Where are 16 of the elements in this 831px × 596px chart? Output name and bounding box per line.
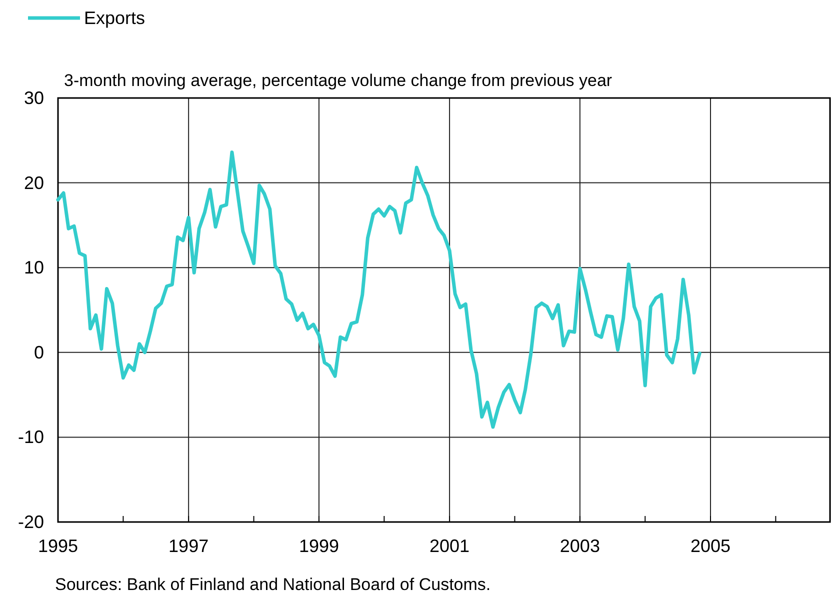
source-note: Sources: Bank of Finland and National Board of Customs. [55, 575, 491, 594]
y-tick-label: 10 [24, 258, 44, 278]
y-axis-title: 3-month moving average, percentage volume change from previous year [64, 71, 612, 90]
y-tick-label: 0 [34, 342, 44, 362]
x-tick-label: 1997 [168, 536, 209, 556]
line-series [56, 150, 702, 429]
y-tick-label: -10 [18, 427, 44, 448]
legend-label: Exports [84, 8, 146, 28]
y-tick-label: 30 [24, 88, 44, 108]
x-tick-label: 2001 [430, 536, 470, 556]
x-tick-label: 2003 [560, 536, 600, 556]
x-tick-label: 1999 [298, 536, 339, 556]
y-tick-label: 20 [24, 172, 44, 193]
y-tick-label: -20 [18, 512, 44, 532]
x-tick-label: 2005 [690, 536, 731, 556]
x-tick-label: 1995 [38, 536, 78, 556]
